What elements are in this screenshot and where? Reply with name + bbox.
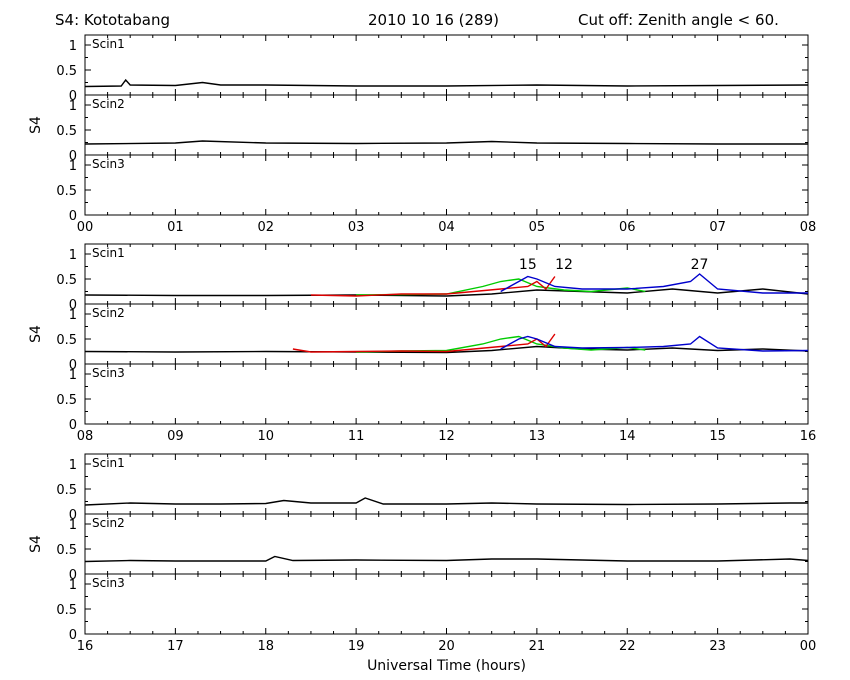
y-tick-label: 1 (69, 308, 77, 323)
x-tick-label: 02 (257, 220, 274, 235)
x-tick-label: 08 (77, 429, 94, 444)
satellite-label: 15 (519, 257, 537, 273)
panel-label: Scin3 (92, 157, 125, 171)
x-axis-label: Universal Time (hours) (367, 658, 526, 674)
y-tick-label: 0 (69, 149, 77, 164)
x-tick-label: 21 (529, 639, 546, 654)
y-tick-label: 0.5 (56, 543, 77, 558)
y-tick-label: 1 (69, 99, 77, 114)
y-tick-label: 1 (69, 578, 77, 593)
x-tick-label: 00 (800, 639, 817, 654)
panel-frame (84, 303, 809, 365)
panel-frame (84, 154, 809, 216)
x-tick-label: 06 (619, 220, 636, 235)
panel-label: Scin2 (92, 306, 125, 320)
cutoff-title: Cut off: Zenith angle < 60. (578, 11, 779, 29)
series-line-black (84, 497, 808, 506)
panel-label: Scin1 (92, 246, 125, 260)
x-tick-label: 04 (438, 220, 455, 235)
x-tick-label: 23 (709, 639, 726, 654)
station-title: S4: Kototabang (55, 11, 171, 29)
y-tick-label: 0.5 (56, 483, 77, 498)
y-tick-label: 1 (69, 39, 77, 54)
x-tick-label: 19 (348, 639, 365, 654)
y-tick-label: 0.5 (56, 124, 77, 139)
y-tick-label: 1 (69, 368, 77, 383)
panel-label: Scin3 (92, 576, 125, 590)
y-tick-label: 0.5 (56, 273, 77, 288)
x-tick-label: 13 (529, 429, 546, 444)
panel-frame (84, 94, 809, 156)
series-line-red (292, 333, 556, 353)
y-tick-label: 0 (69, 568, 77, 583)
y-tick-label: 0 (69, 628, 77, 643)
y-tick-label: 1 (69, 248, 77, 263)
y-tick-label: 0.5 (56, 184, 77, 199)
series-line-black (84, 78, 809, 88)
y-tick-label: 1 (69, 159, 77, 174)
x-tick-label: 07 (709, 220, 726, 235)
series-line-blue (500, 335, 809, 352)
series-line-black (84, 288, 809, 297)
y-tick-label: 0.5 (56, 333, 77, 348)
satellite-label: 27 (691, 257, 709, 273)
x-tick-label: 10 (257, 429, 274, 444)
y-tick-label: 1 (69, 518, 77, 533)
y-tick-label: 0.5 (56, 393, 77, 408)
x-tick-label: 01 (167, 220, 184, 235)
x-tick-label: 15 (709, 429, 726, 444)
series-line-red (310, 276, 556, 297)
date-title: 2010 10 16 (289) (368, 11, 499, 29)
x-tick-label: 17 (167, 639, 184, 654)
x-tick-label: 09 (167, 429, 184, 444)
series-line-black (84, 345, 809, 354)
y-tick-label: 0 (69, 209, 77, 224)
y-tick-label: 0 (69, 418, 77, 433)
series-line-blue (500, 273, 808, 294)
panel-frame (84, 453, 809, 515)
x-tick-label: 08 (800, 220, 817, 235)
y-tick-label: 1 (69, 458, 77, 473)
series-line-black (84, 555, 809, 563)
panel-label: Scin1 (92, 37, 125, 51)
y-tick-label: 0 (69, 298, 77, 313)
x-tick-label: 16 (77, 639, 94, 654)
panel-frame (84, 363, 809, 425)
y-tick-label: 0.5 (56, 603, 77, 618)
y-tick-label: 0 (69, 358, 77, 373)
panel-label: Scin3 (92, 366, 125, 380)
x-tick-label: 03 (348, 220, 365, 235)
y-tick-label: 0 (69, 508, 77, 523)
x-tick-label: 22 (619, 639, 636, 654)
y-tick-label: 0.5 (56, 64, 77, 79)
x-tick-label: 00 (77, 220, 94, 235)
y-tick-label: 0 (69, 89, 77, 104)
panel-frame (84, 573, 809, 635)
x-tick-label: 16 (800, 429, 817, 444)
satellite-label: 12 (555, 257, 573, 273)
panel-frame (84, 513, 809, 575)
y-axis-label: S4 (28, 116, 44, 134)
x-tick-label: 05 (529, 220, 546, 235)
series-line-black (84, 140, 808, 145)
x-tick-label: 14 (619, 429, 636, 444)
y-axis-label: S4 (28, 325, 44, 343)
x-tick-label: 20 (438, 639, 455, 654)
x-tick-label: 11 (348, 429, 365, 444)
panel-label: Scin2 (92, 97, 125, 111)
panel-label: Scin2 (92, 516, 125, 530)
x-tick-label: 12 (438, 429, 455, 444)
panel-label: Scin1 (92, 456, 125, 470)
y-axis-label: S4 (28, 535, 44, 553)
x-tick-label: 18 (257, 639, 274, 654)
